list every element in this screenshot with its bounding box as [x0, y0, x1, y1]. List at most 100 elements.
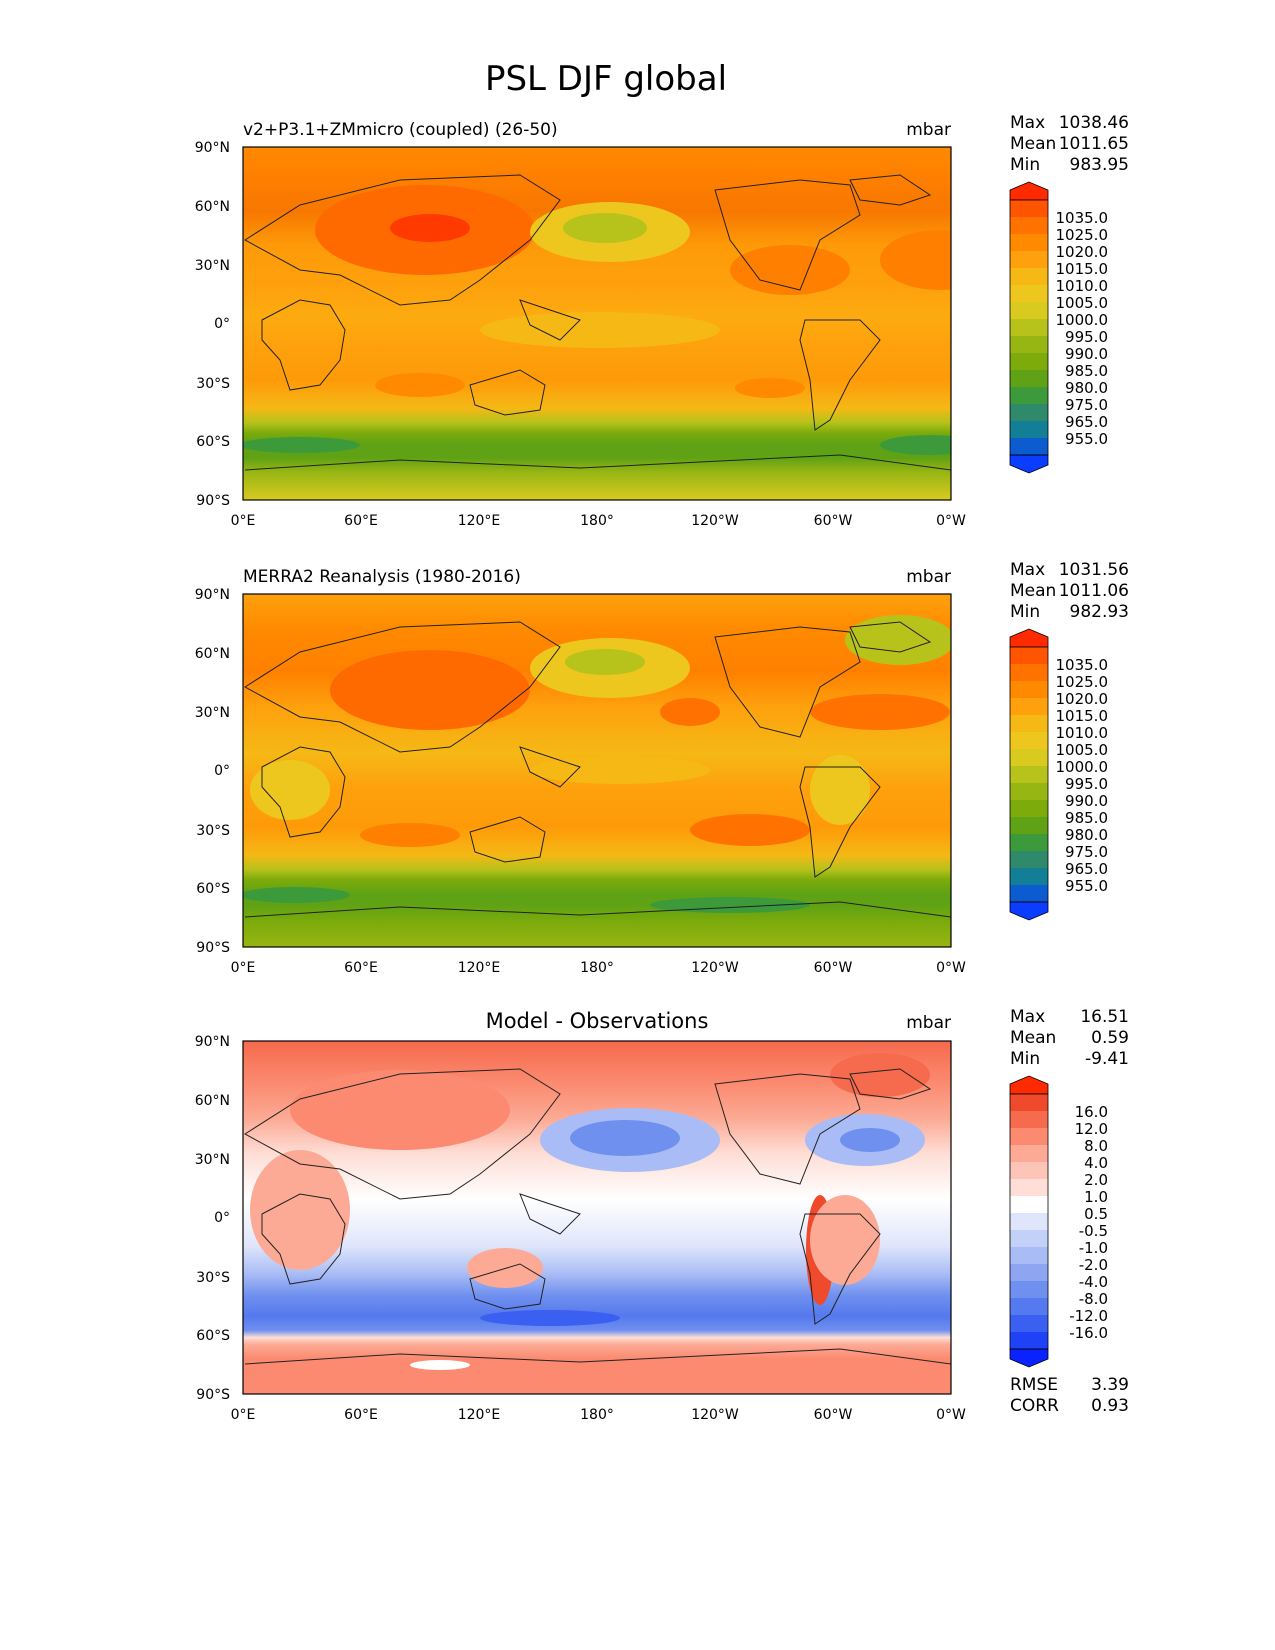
colorbar-segment: [1010, 1162, 1048, 1180]
colorbar-segment: [1010, 387, 1048, 405]
metrics-box: RMSE 3.39 CORR 0.93: [1010, 1375, 1129, 1416]
colorbar-extend-bottom: [1009, 1348, 1049, 1368]
colorbar-tick-label: 1005.0: [1056, 741, 1109, 759]
indian-high-blob: [375, 373, 465, 397]
map-frame: [242, 593, 952, 948]
colorbar-frame: [1009, 1093, 1049, 1350]
x-tick-label: 0°W: [936, 1407, 966, 1423]
colorbar-tick-label: 1020.0: [1056, 690, 1109, 708]
colorbar-segment: [1010, 353, 1048, 371]
aleutian-low-core: [565, 649, 645, 675]
colorbar-segment: [1010, 817, 1048, 835]
atlantic-high-blob: [880, 230, 951, 290]
colorbar-tick-label: 0.5: [1084, 1205, 1108, 1223]
stat-value: 1038.46: [1059, 113, 1129, 133]
colorbar-tick-label: 1020.0: [1056, 243, 1109, 261]
y-tick-label: 60°N: [195, 1093, 230, 1109]
x-tick-label: 0°E: [231, 960, 256, 976]
greenland-pos: [830, 1053, 930, 1097]
colorbar-segment: [1010, 868, 1048, 886]
colorbar-segment: [1010, 1247, 1048, 1265]
colorbar-tick-label: 975.0: [1065, 843, 1108, 861]
y-axis: 90°N 60°N 30°N 0° 30°S 60°S 90°S: [195, 1034, 230, 1403]
y-tick-label: 60°N: [195, 199, 230, 215]
y-tick-label: 30°S: [196, 823, 230, 839]
metric-label: CORR: [1010, 1396, 1059, 1416]
indian-high-blob: [360, 823, 460, 847]
y-tick-label: 90°N: [195, 1034, 230, 1050]
colorbar-tick-label: 1000.0: [1056, 311, 1109, 329]
stat-label: Min: [1010, 155, 1040, 175]
colorbar-tick-label: 8.0: [1084, 1137, 1108, 1155]
colorbar-segment: [1010, 851, 1048, 869]
map-field: [243, 1041, 951, 1394]
southern-trough-blob: [880, 435, 951, 455]
colorbar-tick-label: 1005.0: [1056, 294, 1109, 312]
colorbar-segment: [1010, 681, 1048, 699]
colorbar-tick-label: -0.5: [1079, 1222, 1108, 1240]
colorbar-tick-label: 4.0: [1084, 1154, 1108, 1172]
colorbar-segment: [1010, 732, 1048, 750]
colorbar-segment: [1010, 1281, 1048, 1299]
colorbar-segment: [1010, 302, 1048, 320]
colorbar-tick-label: 990.0: [1065, 792, 1108, 810]
y-tick-label: 30°N: [195, 1152, 230, 1168]
colorbar-extend-top: [1009, 181, 1049, 201]
colorbar-segment: [1010, 438, 1048, 456]
x-tick-label: 60°W: [814, 513, 853, 529]
colorbar-tick-label: -4.0: [1079, 1273, 1108, 1291]
x-axis: 0°E 60°E 120°E 180° 120°W 60°W 0°W: [231, 1407, 966, 1423]
samerica-low: [810, 755, 870, 825]
samerica-pos: [810, 1195, 880, 1285]
x-tick-label: 0°E: [231, 1407, 256, 1423]
x-tick-label: 120°W: [691, 513, 739, 529]
colorbar-segment: [1010, 1145, 1048, 1163]
colorbar-segment: [1010, 885, 1048, 903]
colorbar-tick-label: 980.0: [1065, 826, 1108, 844]
stat-value: 983.95: [1070, 155, 1129, 175]
colorbar-segment: [1010, 1298, 1048, 1316]
siberian-high-core: [390, 214, 470, 242]
x-tick-label: 120°W: [691, 960, 739, 976]
colorbar-tick-label: 1000.0: [1056, 758, 1109, 776]
x-tick-label: 0°W: [936, 513, 966, 529]
colorbar-tick-label: 980.0: [1065, 379, 1108, 397]
y-axis: 90°N 60°N 30°N 0° 30°S 60°S 90°S: [195, 140, 230, 509]
x-tick-label: 60°E: [344, 1407, 378, 1423]
southern-trough-blob: [243, 887, 350, 903]
panel-title: Model - Observations: [486, 1009, 709, 1033]
panel-difference: Model - Observations mbar: [195, 1007, 1129, 1423]
colorbar-tick-label: 965.0: [1065, 860, 1108, 878]
colorbar-segment: [1010, 834, 1048, 852]
colorbar-tick-label: 1015.0: [1056, 260, 1109, 278]
africa-low: [250, 760, 330, 820]
colorbar-extend-top: [1009, 1075, 1049, 1095]
colorbar-tick-label: 995.0: [1065, 328, 1108, 346]
y-tick-label: 90°N: [195, 587, 230, 603]
southern-neg-core: [480, 1310, 620, 1326]
colorbar-tick-label: 1025.0: [1056, 673, 1109, 691]
panel-title: MERRA2 Reanalysis (1980-2016): [243, 567, 521, 587]
colorbar: 1035.01025.01020.01015.01010.01005.01000…: [1009, 181, 1109, 474]
y-tick-label: 90°S: [196, 493, 230, 509]
colorbar-tick-label: 955.0: [1065, 877, 1108, 895]
y-tick-label: 90°N: [195, 140, 230, 156]
stat-value: 0.59: [1091, 1028, 1129, 1048]
colorbar-segment: [1010, 749, 1048, 767]
x-tick-label: 60°E: [344, 960, 378, 976]
map-field: [243, 147, 951, 500]
coastlines: [244, 174, 951, 471]
colorbar-segment: [1010, 1196, 1048, 1214]
colorbar-segment: [1010, 766, 1048, 784]
colorbar-segment: [1010, 268, 1048, 286]
colorbar-segment: [1010, 783, 1048, 801]
colorbar-tick-label: 12.0: [1075, 1120, 1108, 1138]
africa-pos: [250, 1150, 350, 1270]
pacific-s-high-blob: [690, 814, 810, 846]
colorbar-tick-label: 985.0: [1065, 362, 1108, 380]
x-tick-label: 120°E: [458, 960, 501, 976]
npacific-neg-core: [570, 1120, 680, 1156]
colorbar-tick-label: 985.0: [1065, 809, 1108, 827]
colorbar-tick-label: 965.0: [1065, 413, 1108, 431]
panel-units: mbar: [906, 567, 951, 587]
